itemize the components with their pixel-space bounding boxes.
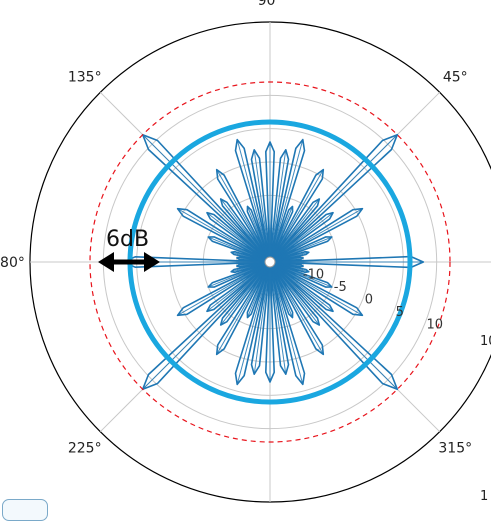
lobe-spoke xyxy=(142,261,271,390)
radial-tick-labels: -10 -5 0 5 10 xyxy=(303,267,443,332)
lobe-spoke xyxy=(208,236,271,263)
cropped-radial-label: 10 xyxy=(480,334,491,349)
angle-label: 45° xyxy=(443,70,468,86)
angle-label: 180° xyxy=(0,255,25,271)
radial-tick-label: 10 xyxy=(427,317,444,332)
lobe-spoke xyxy=(269,236,332,263)
lobe-spoke xyxy=(269,149,287,263)
lobe-spoke xyxy=(220,261,271,326)
lobe-spoke xyxy=(253,149,271,263)
lobe-spoke xyxy=(269,261,304,385)
corner-tab[interactable] xyxy=(2,499,48,521)
lobe-spoke xyxy=(269,261,332,288)
annotation-6db: 6dB xyxy=(98,227,160,272)
lobe-spoke xyxy=(231,261,271,273)
annotation-label: 6dB xyxy=(106,227,149,252)
angle-label: 135° xyxy=(68,70,102,86)
lobe-spoke xyxy=(236,257,271,263)
lobe-spoke xyxy=(269,261,293,318)
lobe-spoke xyxy=(177,261,271,316)
cropped-page-number: 1 xyxy=(480,489,488,504)
lobe-spoke xyxy=(236,139,271,263)
lobe-spoke xyxy=(269,212,334,263)
lobe-spoke xyxy=(208,261,271,288)
double-headed-arrow-icon xyxy=(98,252,160,272)
lobe-spoke xyxy=(269,261,334,312)
lobe-spoke xyxy=(253,261,271,375)
dashed-reference-circle xyxy=(89,81,451,443)
lobe-spoke xyxy=(269,251,309,263)
angle-label: 315° xyxy=(438,440,472,456)
lobe-spoke xyxy=(269,261,287,375)
lobe-spoke xyxy=(216,261,271,355)
lobe-spoke xyxy=(206,212,271,263)
radial-tick-label: 0 xyxy=(365,292,373,307)
lobe-spoke xyxy=(247,261,271,318)
lobe-spoke xyxy=(236,261,271,267)
lobe-spoke xyxy=(269,261,304,267)
angle-label: 225° xyxy=(68,440,102,456)
angle-label: 90° xyxy=(258,0,283,9)
lobe-spoke xyxy=(269,261,363,316)
center-marker xyxy=(264,256,276,268)
lobe-spoke xyxy=(269,169,324,263)
lobe-spoke xyxy=(142,134,271,263)
lobe-spoke xyxy=(220,198,271,263)
lobe-spoke xyxy=(206,261,271,312)
radial-tick-label: -5 xyxy=(334,280,347,295)
lobe-spoke xyxy=(247,206,271,263)
lobe-spoke xyxy=(269,208,363,263)
radial-tick-label: 5 xyxy=(396,305,404,320)
radial-tick-label: -10 xyxy=(303,267,324,282)
lobe-spoke xyxy=(177,208,271,263)
lobe-spoke xyxy=(231,251,271,263)
lobe-spoke xyxy=(216,169,271,263)
lobe-spoke xyxy=(269,206,293,263)
lobe-spoke xyxy=(269,261,309,273)
lobe-spoke xyxy=(269,261,320,326)
lobe-spoke xyxy=(269,139,304,263)
series-line xyxy=(122,133,425,391)
lobe-spoke xyxy=(269,261,398,390)
lobe-spoke xyxy=(269,198,320,263)
series-layer xyxy=(122,133,425,391)
angle-labels: 90°45°135°180°225°315°270° xyxy=(0,0,472,456)
lobe-spoke xyxy=(236,261,271,385)
lobe-spoke xyxy=(269,134,398,263)
lobe-spoke xyxy=(269,261,324,355)
lobe-spoke xyxy=(269,257,304,263)
